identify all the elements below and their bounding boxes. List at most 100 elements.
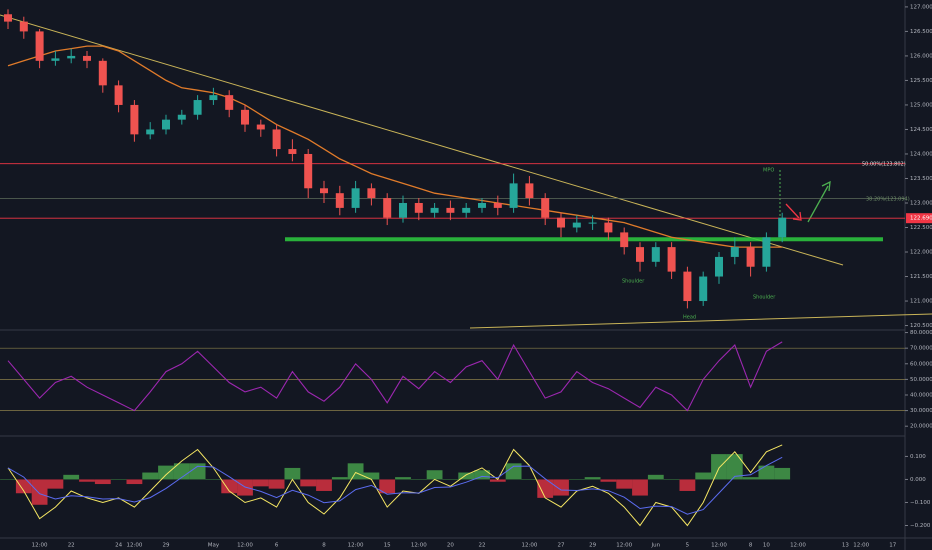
y-tick-label: 0.100 xyxy=(910,454,926,460)
x-tick-label: 12:00 xyxy=(853,543,869,549)
histogram-bar xyxy=(426,470,443,480)
histogram-bar xyxy=(458,472,475,480)
candle-body xyxy=(114,85,123,105)
candle-body xyxy=(241,109,249,125)
histogram-bar xyxy=(158,465,174,480)
x-tick-label: 20 xyxy=(447,543,454,549)
candle-body xyxy=(730,247,739,257)
histogram-bar xyxy=(474,470,490,480)
x-tick-label: 12:00 xyxy=(411,543,427,549)
candle-body xyxy=(225,95,234,110)
y-tick-label: 70.0000 xyxy=(910,346,932,352)
candle-body xyxy=(35,31,44,61)
histogram-bar xyxy=(31,479,48,505)
x-tick-label: 12:00 xyxy=(32,543,48,549)
y-tick-label: 60.0000 xyxy=(910,361,932,367)
x-tick-label: 12:00 xyxy=(616,543,632,549)
histogram-bar xyxy=(252,479,269,487)
candle-body xyxy=(98,60,107,86)
x-tick-label: 5 xyxy=(686,543,690,549)
x-tick-label: 17 xyxy=(889,543,896,549)
trend-line xyxy=(0,14,844,266)
candle-body xyxy=(557,217,565,228)
x-tick-label: 8 xyxy=(322,543,326,549)
histogram-bar xyxy=(521,479,538,480)
histogram-bar xyxy=(679,479,696,491)
y-tick-label: 125.500 xyxy=(910,78,932,84)
candle-body xyxy=(525,183,534,199)
candle-body xyxy=(146,129,155,135)
candle-body xyxy=(478,202,486,208)
candle-body xyxy=(320,188,328,194)
x-tick-label: 12:00 xyxy=(126,543,142,549)
histogram-bar xyxy=(537,479,554,498)
x-tick-label: Jun xyxy=(651,543,661,549)
histogram-bar xyxy=(205,479,222,480)
histogram-bar xyxy=(505,463,522,480)
histogram-bar xyxy=(395,477,411,480)
candle-body xyxy=(430,207,439,213)
candle-body xyxy=(304,153,313,189)
candle-body xyxy=(699,276,708,302)
x-tick-label: 13 xyxy=(842,543,849,549)
annotation: 50.00%(123.802) xyxy=(862,162,906,168)
trend-line xyxy=(469,313,932,329)
histogram-bar xyxy=(110,479,127,480)
candle-body xyxy=(399,202,407,218)
y-tick-label: 127.000 xyxy=(910,4,932,10)
histogram-bar xyxy=(347,463,364,480)
y-tick-label: 122.500 xyxy=(910,225,932,231)
x-tick-label: 6 xyxy=(275,543,279,549)
arrow-down xyxy=(785,203,800,219)
histogram-bar xyxy=(742,477,759,480)
y-tick-label: 0.000 xyxy=(910,477,926,483)
y-tick-label: 124.000 xyxy=(910,151,932,157)
x-tick-label: 10 xyxy=(763,543,770,549)
histogram-bar xyxy=(300,479,317,487)
y-tick-label: 121.500 xyxy=(910,274,932,280)
x-tick-label: May xyxy=(208,543,220,549)
y-tick-label: 121.000 xyxy=(910,299,932,305)
annotation: MPO xyxy=(763,168,774,174)
candle-body xyxy=(383,198,392,218)
x-tick-label: 29 xyxy=(163,543,170,549)
candle-body xyxy=(588,222,597,224)
histogram-bar xyxy=(363,472,380,480)
histogram-bar xyxy=(94,479,111,485)
y-tick-label: 80.0000 xyxy=(910,330,932,336)
price-label-box xyxy=(906,213,932,224)
x-tick-label: 24 xyxy=(115,543,122,549)
candle-body xyxy=(351,188,360,208)
candle-body xyxy=(620,232,629,248)
y-tick-label: 126.000 xyxy=(910,53,932,59)
histogram-bar xyxy=(663,479,680,480)
histogram-bar xyxy=(284,467,301,480)
candle-body xyxy=(130,104,139,135)
y-tick-label: 50.0000 xyxy=(910,377,932,383)
arrow-up xyxy=(807,185,829,223)
x-tick-label: 12:00 xyxy=(237,543,253,549)
candle-body xyxy=(288,149,297,154)
x-tick-label: 12:00 xyxy=(711,543,727,549)
histogram-bar xyxy=(316,479,332,491)
y-tick-label: 123.000 xyxy=(910,200,932,206)
candle-body xyxy=(778,217,787,238)
histogram-bar xyxy=(15,479,32,494)
candle-body xyxy=(193,100,202,115)
x-tick-label: 15 xyxy=(384,543,391,549)
candle-body xyxy=(667,247,676,272)
histogram-bar xyxy=(126,479,143,485)
histogram-bar xyxy=(379,479,396,494)
candle-body xyxy=(367,188,376,199)
candle-body xyxy=(493,202,502,208)
candle-body xyxy=(51,58,60,61)
x-tick-label: 29 xyxy=(589,543,596,549)
candle-body xyxy=(414,202,423,213)
candle-body xyxy=(636,247,644,262)
histogram-bar xyxy=(221,479,238,494)
candle-body xyxy=(746,247,755,267)
y-tick-label: 122.000 xyxy=(910,250,932,256)
